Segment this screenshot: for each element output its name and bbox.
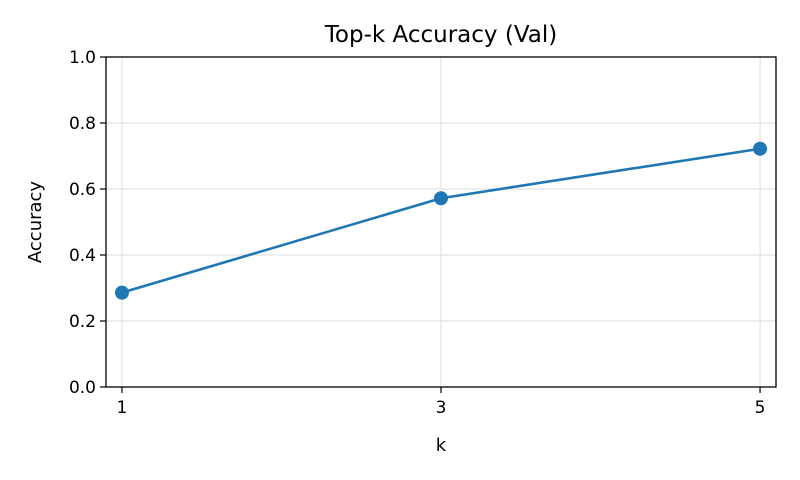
x-tick-label: 3: [436, 398, 447, 418]
y-axis-label: Accuracy: [25, 181, 46, 264]
x-axis-label: k: [436, 435, 447, 456]
y-tick-label: 0.4: [69, 246, 96, 266]
y-tick-label: 0.8: [69, 114, 96, 134]
plot-frame: [105, 56, 777, 388]
grid: [106, 56, 776, 388]
data-point: [753, 141, 768, 156]
series-layer: [114, 141, 768, 300]
y-tick-label: 0.6: [69, 180, 96, 200]
x-tick-label: 5: [755, 398, 766, 418]
axes: 0.0 0.2 0.4 0.6 0.8 1.0 1 3 5: [69, 48, 777, 418]
x-tick-label: 1: [117, 398, 128, 418]
chart-title: Top-k Accuracy (Val): [324, 22, 557, 48]
data-point: [434, 191, 448, 206]
y-tick-label: 0.2: [69, 312, 96, 332]
y-tick-label: 0.0: [69, 378, 96, 398]
y-tick-label: 1.0: [69, 48, 96, 68]
data-point: [114, 285, 129, 300]
